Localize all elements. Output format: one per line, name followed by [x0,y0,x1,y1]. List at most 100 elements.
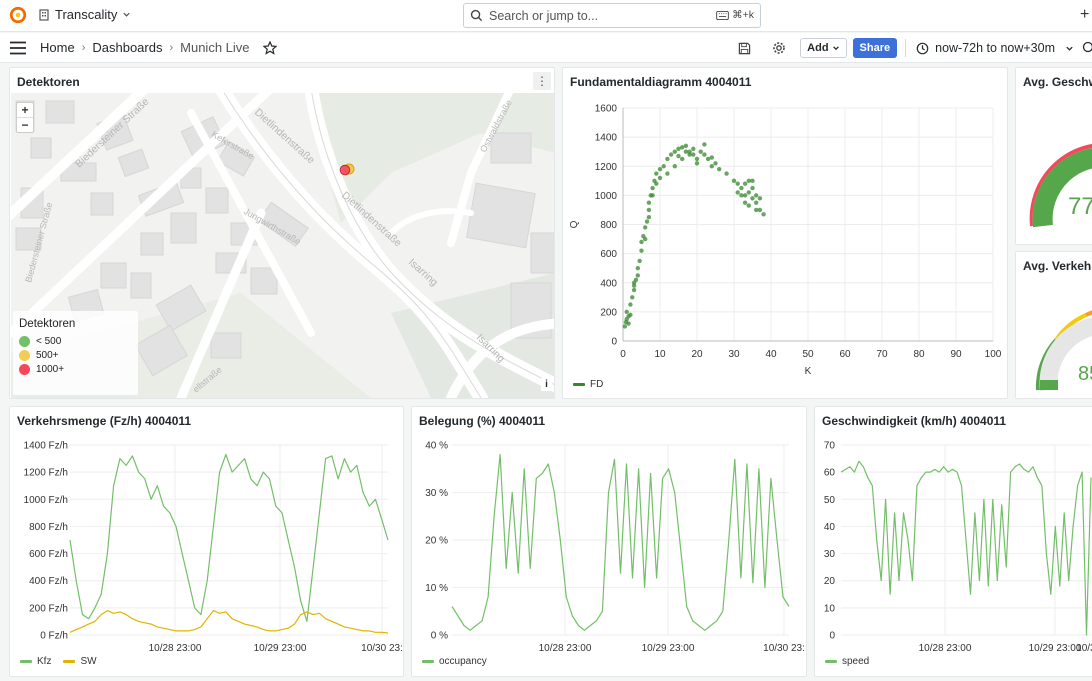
map-legend-item: < 500 [19,336,132,347]
panel-menu-button[interactable]: ⋮ [533,72,551,90]
y-tick-label: 70 [824,441,836,452]
avg-volume-gauge: 85 [1035,310,1092,392]
nav-bar: Home › Dashboards › Munich Live Add Shar… [0,33,1092,63]
y-tick-label: 1400 Fz/h [24,441,68,452]
scatter-point [639,248,644,253]
y-tick-label: 20 % [425,536,448,547]
new-button[interactable]: + [1080,6,1090,23]
scatter-point [630,295,635,300]
scatter-point [702,142,707,147]
legend-item[interactable]: SW [63,656,97,667]
legend-item[interactable]: Kfz [20,656,51,667]
zoom-in-button[interactable]: + [17,103,33,118]
scatter-point [683,143,689,149]
grafana-logo-icon[interactable] [9,6,27,24]
chevron-down-icon [123,12,131,17]
chart-legend: Kfz SW [20,656,97,667]
chevron-down-icon [832,46,839,51]
scatter-point [665,156,670,162]
search-input[interactable]: Search or jump to... ⌘+k [463,3,761,28]
y-tick-label: 0 Fz/h [40,631,68,642]
building-icon [39,8,49,21]
map-legend-title: Detektoren [19,318,76,330]
gauge-value: 85 [1078,363,1092,385]
y-axis-label: Q [569,220,580,228]
legend-item[interactable]: FD [573,379,603,390]
menu-icon[interactable] [10,41,26,55]
scatter-point [668,152,674,157]
x-tick-label: 60 [839,349,851,360]
scatter-point [654,171,659,176]
avg-volume-panel: Avg. Verkehr 85 [1015,251,1092,399]
scatter-point [717,166,722,172]
scatter-point [680,145,685,150]
scatter-point [713,161,718,166]
nav-actions: Add Share now-72h to now+30m [738,37,1092,59]
occupancy-timeseries-chart[interactable]: 0 % 10 % 20 % 30 % 40 % 10/28 23:00 10/29 23:0… [412,435,806,665]
legend-item[interactable]: occupancy [422,656,487,667]
scatter-point [694,161,700,166]
y-tick-label: 200 [600,307,617,318]
y-tick-label: 20 [824,576,836,587]
scatter-point [739,185,744,191]
y-tick-label: 1000 [595,191,618,202]
map-attribution-info-button[interactable]: i [541,378,552,391]
share-button[interactable]: Share [852,38,898,58]
breadcrumb-dashboards[interactable]: Dashboards [92,40,163,55]
x-tick-label: 20 [691,349,703,360]
scatter-point [731,178,737,184]
red-dot-icon [19,364,30,375]
x-tick-label: 10/29 23:00 [1029,643,1082,654]
settings-gear-icon[interactable] [772,41,786,55]
scatter-point [646,207,652,213]
detector-marker-1000[interactable] [339,164,351,176]
time-range-picker[interactable]: now-72h to now+30m [916,41,1082,55]
add-button[interactable]: Add [800,38,847,58]
scatter-point [742,181,748,186]
x-tick-label: 90 [950,349,962,360]
chart-legend: speed [825,656,869,667]
speed-timeseries-chart[interactable]: 0 10 20 30 40 50 60 70 10/28 23:00 10/29 23:0010/… [815,435,1092,665]
scatter-point [754,193,759,198]
clock-icon [916,42,929,54]
chart-legend: occupancy [422,656,487,667]
scatter-point [672,149,677,154]
x-tick-label: 30 [728,349,740,360]
zoom-out-icon[interactable] [1082,41,1092,55]
legend-swatch [20,660,32,663]
scatter-point [654,181,659,186]
scatter-point [657,166,663,172]
top-bar: Transcality Search or jump to... ⌘+k + [0,0,1092,32]
scatter-point [754,207,759,213]
x-tick-label: 100 [985,349,1002,360]
y-tick-label: 40 % [425,441,448,452]
map-canvas[interactable]: Biedersteiner Straße Keferstraße Dietlin… [11,93,554,398]
volume-timeseries-chart[interactable]: 0 Fz/h 200 Fz/h 400 Fz/h 600 Fz/h 800 Fz/h 10… [10,435,403,665]
scatter-point [672,164,677,169]
org-switcher[interactable]: Transcality [38,7,131,22]
scatter-point [687,152,692,157]
gauge-track [1039,317,1092,392]
avg-speed-panel: Avg. Geschw 77 [1015,67,1092,245]
x-tick-label: 10/29 23:00 [254,643,307,654]
gauge-threshold-red [1029,143,1092,227]
scatter-point [646,200,652,205]
map-panel: Detektoren ⋮ [9,67,555,399]
y-tick-label: 600 [600,249,617,260]
scatter-point [650,193,655,198]
save-icon[interactable] [738,42,751,55]
org-name: Transcality [55,7,118,22]
star-icon[interactable] [262,40,277,55]
scatter-point [623,319,629,325]
legend-item[interactable]: speed [825,656,869,667]
zoom-out-button[interactable]: − [21,118,29,132]
scatter-point [676,153,681,159]
map-zoom-control: + − [16,102,34,133]
breadcrumb-home[interactable]: Home [40,40,75,55]
y-tick-label: 40 [824,522,836,533]
x-tick-label: 10/30 23: [361,643,403,654]
fd-scatter-chart[interactable]: 0 200 400 600 800 1000 1200 1400 1600 0 10 20 30 40 50… [563,96,1007,396]
occupancy-panel: Belegung (%) 4004011 0 % 10 % 20 % 30 % 40 %… [411,406,807,677]
x-tick-label: 10/29 23:00 [642,643,695,654]
